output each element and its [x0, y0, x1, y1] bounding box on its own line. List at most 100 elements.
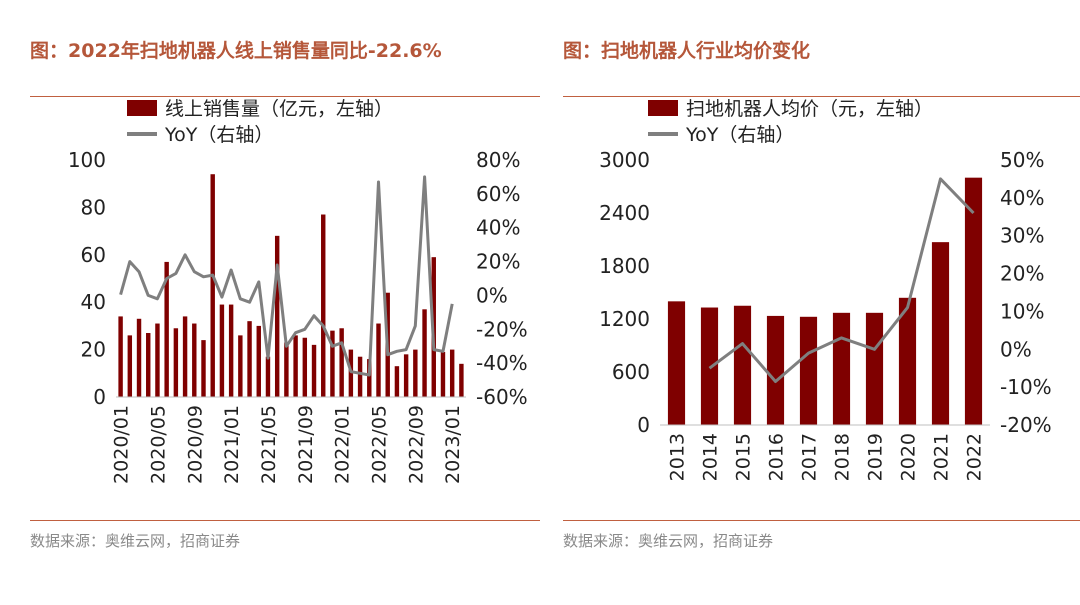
right-axis-tick-label: -10%	[1000, 375, 1052, 399]
bar	[265, 356, 271, 397]
bar	[339, 328, 344, 397]
left-axis-tick-label: 80	[81, 195, 106, 219]
legend-bar-swatch	[648, 100, 678, 116]
right-axis-tick-label: 0%	[476, 283, 508, 307]
right-axis-tick-label: 50%	[1000, 148, 1044, 172]
right-axis-tick-label: 60%	[476, 182, 520, 206]
x-axis-tick-label: 2021/09	[295, 405, 317, 484]
bar	[284, 342, 289, 397]
bar	[766, 315, 785, 425]
x-axis-tick-label: 2021/05	[258, 405, 280, 484]
right-axis-tick-label: 40%	[476, 216, 520, 240]
right-axis-tick-label: 20%	[1000, 262, 1044, 286]
left-axis-tick-label: 40	[81, 290, 106, 314]
x-axis-tick-label: 2021	[931, 433, 953, 481]
bar	[238, 335, 243, 397]
bar	[201, 340, 206, 397]
bar	[293, 335, 298, 397]
left-axis-tick-label: 2400	[599, 201, 650, 225]
bar	[118, 316, 123, 397]
bar	[394, 366, 400, 397]
x-axis-tick-label: 2022	[964, 433, 986, 481]
x-axis-tick-label: 2019	[865, 433, 887, 481]
left-source-note: 数据来源：奥维云网，招商证券	[30, 532, 241, 550]
x-axis-tick-label: 2022/01	[332, 405, 354, 484]
bar	[440, 351, 446, 397]
right-axis-tick-label: 20%	[476, 250, 520, 274]
bar	[228, 304, 234, 397]
right-axis-tick-label: 40%	[1000, 186, 1044, 210]
bar	[173, 328, 179, 397]
bar	[219, 304, 225, 397]
x-axis-tick-label: 2018	[832, 433, 854, 481]
bar	[348, 349, 354, 397]
legend-bar-swatch	[127, 100, 157, 116]
bar	[367, 359, 372, 397]
bar	[898, 297, 917, 425]
yoy-line	[708, 177, 975, 383]
bar	[302, 337, 308, 397]
left-chart-title: 图：2022年扫地机器人线上销售量同比-22.6%	[30, 40, 442, 62]
bar	[357, 356, 363, 397]
right-axis-tick-label: 10%	[1000, 299, 1044, 323]
yoy-line	[119, 175, 454, 377]
right-axis-tick-label: 80%	[476, 148, 520, 172]
bar	[700, 307, 719, 425]
bar	[247, 321, 252, 397]
bar	[330, 330, 335, 397]
bar	[403, 354, 409, 397]
x-axis-tick-label: 2022/05	[369, 405, 391, 484]
bar	[256, 325, 261, 397]
bar	[667, 301, 686, 425]
left-axis-tick-label: 60	[81, 243, 106, 267]
right-axis-tick-label: -40%	[476, 351, 528, 375]
bar	[311, 344, 317, 397]
legend-line-label: YoY（右轴）	[685, 124, 794, 146]
bar	[136, 318, 142, 397]
left-title-rule	[30, 96, 540, 97]
left-axis-tick-label: 1800	[599, 254, 650, 278]
right-axis-tick-label: -60%	[476, 385, 528, 409]
left-chart: 线上销售量（亿元，左轴） YoY（右轴） 0 20 40 60 80 100 -60% -40% -…	[68, 98, 528, 484]
bar	[799, 316, 818, 425]
bar	[146, 333, 151, 397]
x-axis-tick-label: 2015	[733, 433, 755, 481]
right-axis-tick-label: -20%	[476, 317, 528, 341]
right-footer-rule	[563, 520, 1080, 521]
left-axis-tick-label: 600	[612, 360, 650, 384]
right-axis-tick-label: 30%	[1000, 224, 1044, 248]
x-axis-tick-label: 2020/05	[147, 405, 169, 484]
legend-bar-label: 线上销售量（亿元，左轴）	[165, 98, 393, 120]
right-title-rule	[563, 96, 1080, 97]
bar	[422, 309, 427, 397]
x-axis-tick-label: 2020	[898, 433, 920, 481]
left-axis-tick-label: 0	[637, 413, 650, 437]
bar	[459, 363, 464, 397]
x-axis-tick-label: 2020/09	[184, 405, 206, 484]
left-axis-tick-label: 20	[81, 338, 106, 362]
bar	[449, 349, 455, 397]
x-axis-tick-label: 2022/09	[405, 405, 427, 484]
bar	[865, 312, 884, 425]
left-axis-tick-label: 100	[68, 148, 106, 172]
bar	[155, 323, 160, 397]
x-axis-tick-label: 2016	[766, 433, 788, 481]
x-axis-tick-label: 2013	[667, 433, 689, 481]
bar	[274, 235, 280, 397]
right-chart: 扫地机器人均价（元，左轴） YoY（右轴） 0 600 1200 1800 2400 3000…	[599, 98, 1052, 481]
bar	[192, 323, 197, 397]
x-axis-tick-label: 2014	[700, 433, 722, 481]
bar	[127, 335, 133, 397]
bar	[832, 312, 851, 425]
legend-bar-label: 扫地机器人均价（元，左轴）	[686, 98, 933, 120]
right-chart-title: 图：扫地机器人行业均价变化	[563, 40, 811, 62]
bar	[376, 323, 381, 397]
bar	[210, 174, 215, 397]
right-axis-tick-label: -20%	[1000, 413, 1052, 437]
bar	[413, 349, 418, 397]
left-axis-tick-label: 1200	[599, 307, 650, 331]
legend-line-label: YoY（右轴）	[164, 124, 273, 146]
bar	[964, 177, 983, 425]
bar	[164, 261, 169, 397]
bar	[931, 242, 950, 425]
